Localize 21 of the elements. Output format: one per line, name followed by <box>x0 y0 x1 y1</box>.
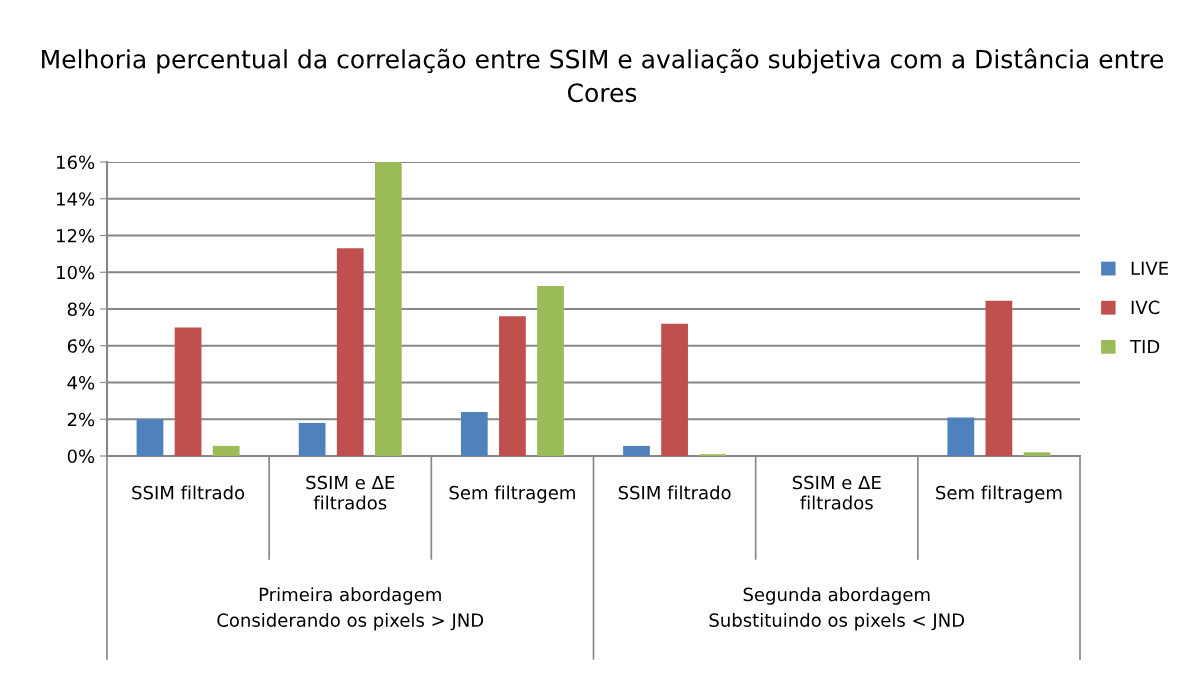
x-tick-label: SSIM e ΔE filtrados <box>792 475 881 510</box>
y-tick-label: 4% <box>67 375 95 390</box>
y-tick-label: 0% <box>67 449 95 464</box>
y-tick-label: 14% <box>57 192 95 206</box>
legend-label: LIVE <box>1131 261 1168 275</box>
legend-label: IVC <box>1131 300 1160 315</box>
x-tick-label: SSIM filtrado <box>618 485 731 500</box>
y-tick-label: 8% <box>67 302 95 317</box>
text: Primeira abordagem Considerando os pixels > JND <box>217 587 484 631</box>
x-tick-label: SSIM e ΔE filtrados <box>306 475 395 510</box>
y-tick-label: 6% <box>67 339 95 353</box>
y-tick-label: 12% <box>57 228 95 243</box>
y-tick-label: 16% <box>57 155 95 170</box>
y-tick-label: 2% <box>67 412 95 427</box>
text: Segunda abordagem Substituindo os pixels < JND <box>709 587 965 631</box>
x-tick-label: SSIM filtrado <box>132 485 245 500</box>
x-tick-label: Sem filtragem <box>449 485 575 503</box>
legend-label: TID <box>1129 339 1160 354</box>
x-tick-label: Sem filtragem <box>936 485 1062 503</box>
chart-title: Melhoria percentual da correlação entre SSIM e avaliação subjetiva com a Distância entre Cores <box>42 48 1164 103</box>
y-tick-label: 10% <box>57 265 95 280</box>
